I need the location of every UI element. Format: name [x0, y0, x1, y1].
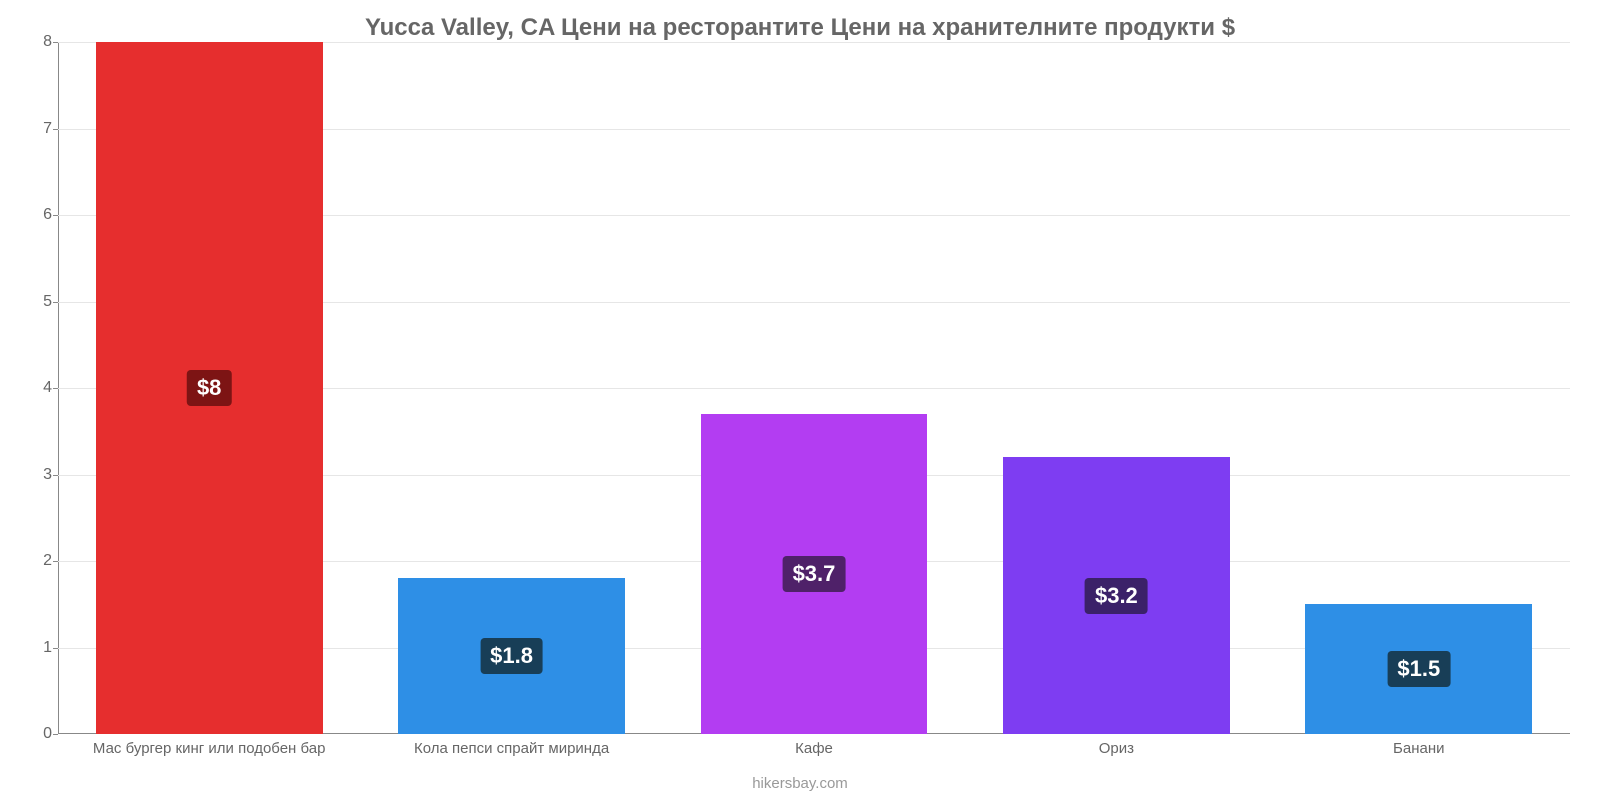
price-chart: Yucca Valley, CA Цени на ресторантите Це…	[0, 0, 1600, 800]
bar: $8	[96, 42, 323, 734]
y-tick-mark	[53, 302, 58, 303]
y-tick-mark	[53, 734, 58, 735]
bar-value-label: $3.7	[783, 556, 846, 592]
y-tick-mark	[53, 475, 58, 476]
y-tick-mark	[53, 388, 58, 389]
x-axis-label: Мас бургер кинг или подобен бар	[93, 740, 326, 757]
y-tick-mark	[53, 215, 58, 216]
bar: $3.2	[1003, 457, 1230, 734]
bar: $1.5	[1305, 604, 1532, 734]
bar-value-label: $1.8	[480, 638, 543, 674]
bar-value-label: $3.2	[1085, 578, 1148, 614]
y-tick-label: 8	[28, 33, 52, 51]
y-tick-label: 5	[28, 293, 52, 311]
chart-title: Yucca Valley, CA Цени на ресторантите Це…	[30, 10, 1570, 42]
x-axis-label: Кола пепси спрайт миринда	[414, 740, 609, 757]
bar-value-label: $8	[187, 370, 231, 406]
y-tick-mark	[53, 561, 58, 562]
x-axis-label: Кафе	[795, 740, 833, 757]
y-tick-label: 2	[28, 552, 52, 570]
y-tick-label: 1	[28, 639, 52, 657]
bar-value-label: $1.5	[1387, 651, 1450, 687]
y-tick-label: 0	[28, 725, 52, 743]
bar: $1.8	[398, 578, 625, 734]
y-tick-label: 3	[28, 466, 52, 484]
y-tick-mark	[53, 42, 58, 43]
y-tick-label: 6	[28, 206, 52, 224]
y-tick-label: 7	[28, 120, 52, 138]
x-axis-labels: Мас бургер кинг или подобен бар Кола пепс…	[58, 740, 1570, 762]
chart-source: hikersbay.com	[0, 775, 1600, 792]
y-tick-mark	[53, 129, 58, 130]
y-tick-mark	[53, 648, 58, 649]
bars-container: $8 $1.8 $3.7 $3.2 $1.5	[58, 42, 1570, 734]
bar: $3.7	[701, 414, 928, 734]
y-tick-label: 4	[28, 379, 52, 397]
plot-area: $8$1.8$3.7$3.2$1.5 012345678	[58, 42, 1570, 734]
x-axis-label: Банани	[1393, 740, 1444, 757]
x-axis-label: Ориз	[1099, 740, 1134, 757]
